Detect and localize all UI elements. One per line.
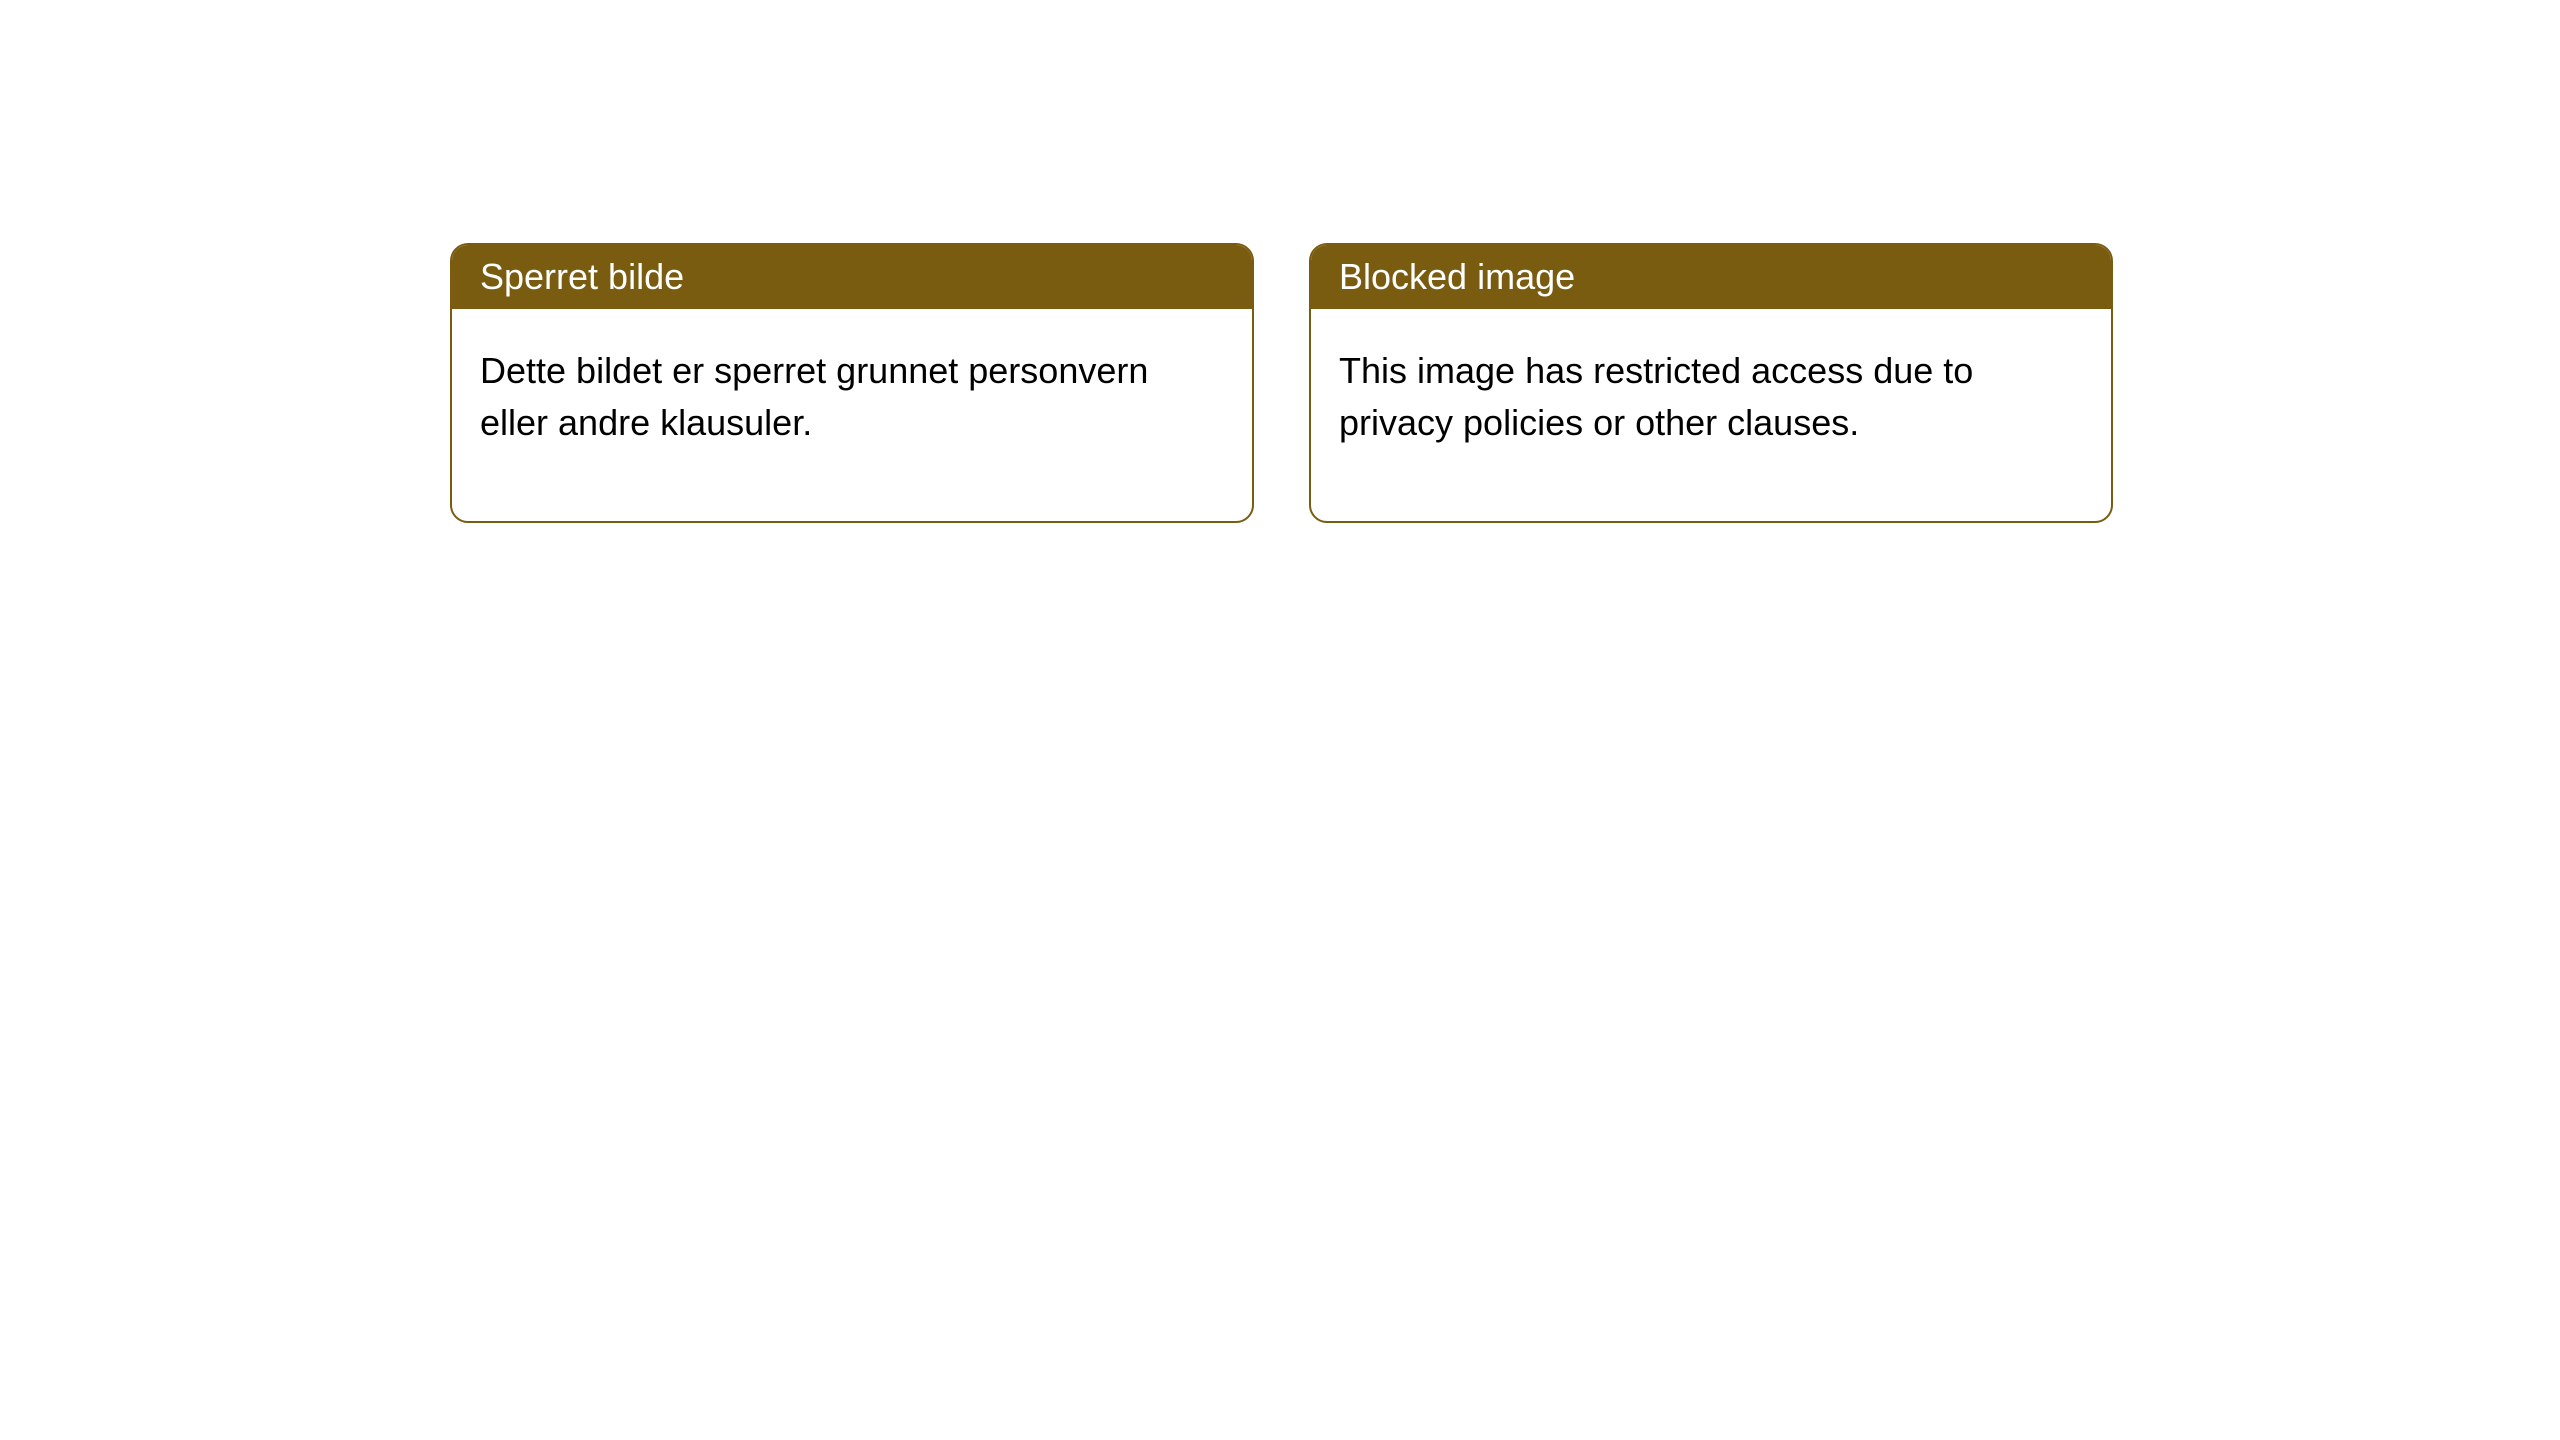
notice-card-norwegian: Sperret bilde Dette bildet er sperret gr… bbox=[450, 243, 1254, 523]
notice-card-title: Blocked image bbox=[1339, 256, 1575, 297]
notice-card-header: Sperret bilde bbox=[452, 245, 1252, 309]
notice-card-title: Sperret bilde bbox=[480, 256, 684, 297]
notice-card-body-text: Dette bildet er sperret grunnet personve… bbox=[480, 350, 1148, 443]
notice-card-english: Blocked image This image has restricted … bbox=[1309, 243, 2113, 523]
notice-card-header: Blocked image bbox=[1311, 245, 2111, 309]
notice-container: Sperret bilde Dette bildet er sperret gr… bbox=[450, 243, 2113, 523]
notice-card-body: Dette bildet er sperret grunnet personve… bbox=[452, 309, 1252, 521]
notice-card-body-text: This image has restricted access due to … bbox=[1339, 350, 1973, 443]
notice-card-body: This image has restricted access due to … bbox=[1311, 309, 2111, 521]
